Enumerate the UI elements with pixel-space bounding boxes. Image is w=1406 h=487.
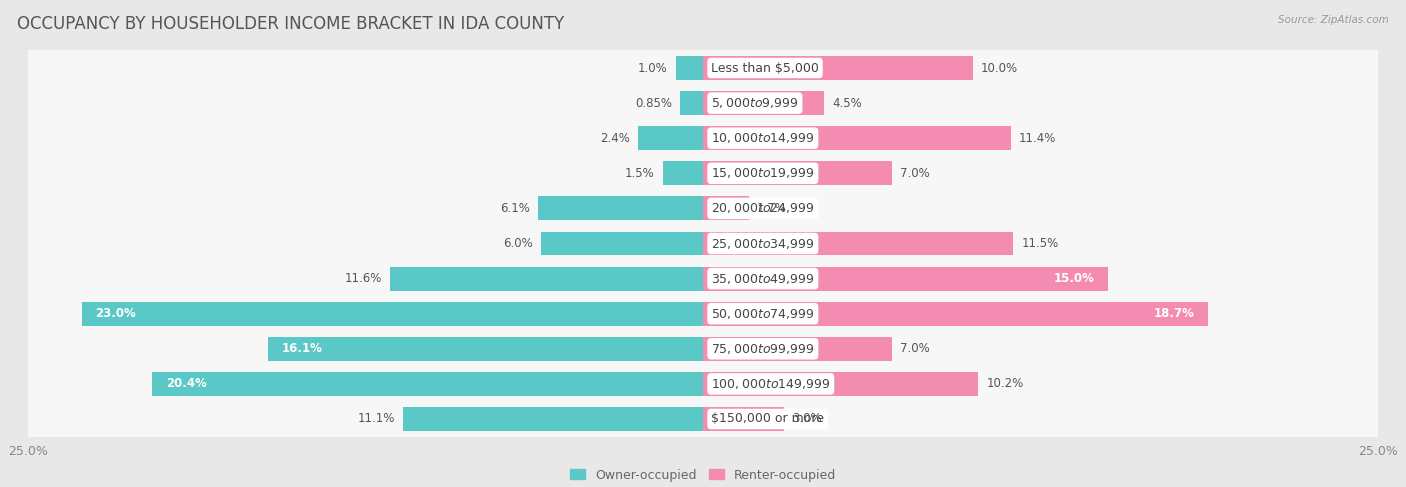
- Bar: [28, 261, 1378, 296]
- Text: $5,000 to $9,999: $5,000 to $9,999: [711, 96, 799, 110]
- Text: $15,000 to $19,999: $15,000 to $19,999: [711, 166, 814, 180]
- Text: 11.5%: 11.5%: [1022, 237, 1059, 250]
- Text: 18.7%: 18.7%: [1153, 307, 1194, 320]
- Bar: [28, 51, 1378, 86]
- Text: 20.4%: 20.4%: [166, 377, 207, 391]
- Bar: [703, 337, 891, 361]
- Text: 3.0%: 3.0%: [792, 412, 821, 426]
- Bar: [703, 372, 979, 396]
- Bar: [404, 407, 703, 431]
- Text: 1.0%: 1.0%: [638, 61, 668, 75]
- Text: 2.4%: 2.4%: [600, 131, 630, 145]
- Text: $25,000 to $34,999: $25,000 to $34,999: [711, 237, 814, 250]
- Bar: [28, 121, 1378, 156]
- Text: 6.1%: 6.1%: [501, 202, 530, 215]
- Bar: [703, 231, 1014, 256]
- Bar: [28, 86, 1378, 121]
- Text: 23.0%: 23.0%: [96, 307, 136, 320]
- Bar: [28, 401, 1378, 436]
- Bar: [703, 302, 1208, 326]
- Text: $10,000 to $14,999: $10,000 to $14,999: [711, 131, 814, 145]
- Bar: [28, 156, 1378, 191]
- Bar: [28, 366, 1378, 401]
- Text: 7.0%: 7.0%: [900, 167, 929, 180]
- Text: 10.2%: 10.2%: [987, 377, 1024, 391]
- Bar: [703, 161, 891, 185]
- Text: 16.1%: 16.1%: [281, 342, 323, 356]
- Bar: [28, 226, 1378, 261]
- Text: 15.0%: 15.0%: [1053, 272, 1094, 285]
- Text: 11.4%: 11.4%: [1019, 131, 1056, 145]
- Bar: [681, 91, 703, 115]
- Bar: [28, 296, 1378, 331]
- Text: $35,000 to $49,999: $35,000 to $49,999: [711, 272, 814, 285]
- Text: $20,000 to $24,999: $20,000 to $24,999: [711, 202, 814, 215]
- Text: 11.6%: 11.6%: [344, 272, 382, 285]
- Text: $100,000 to $149,999: $100,000 to $149,999: [711, 377, 831, 391]
- Text: 11.1%: 11.1%: [359, 412, 395, 426]
- Bar: [703, 126, 1011, 150]
- Legend: Owner-occupied, Renter-occupied: Owner-occupied, Renter-occupied: [565, 464, 841, 487]
- Bar: [538, 196, 703, 220]
- Text: $75,000 to $99,999: $75,000 to $99,999: [711, 342, 814, 356]
- Bar: [28, 191, 1378, 226]
- Bar: [541, 231, 703, 256]
- Text: $50,000 to $74,999: $50,000 to $74,999: [711, 307, 814, 321]
- Text: OCCUPANCY BY HOUSEHOLDER INCOME BRACKET IN IDA COUNTY: OCCUPANCY BY HOUSEHOLDER INCOME BRACKET …: [17, 15, 564, 33]
- Bar: [703, 267, 1108, 291]
- Bar: [152, 372, 703, 396]
- Bar: [82, 302, 703, 326]
- Bar: [703, 91, 824, 115]
- Text: 10.0%: 10.0%: [981, 61, 1018, 75]
- Text: 6.0%: 6.0%: [503, 237, 533, 250]
- Bar: [703, 407, 785, 431]
- Bar: [703, 196, 749, 220]
- Bar: [703, 56, 973, 80]
- Text: 1.7%: 1.7%: [756, 202, 787, 215]
- Bar: [269, 337, 703, 361]
- Bar: [28, 331, 1378, 366]
- Bar: [662, 161, 703, 185]
- Text: 4.5%: 4.5%: [832, 96, 862, 110]
- Text: 0.85%: 0.85%: [636, 96, 672, 110]
- Text: 7.0%: 7.0%: [900, 342, 929, 356]
- Text: Source: ZipAtlas.com: Source: ZipAtlas.com: [1278, 15, 1389, 25]
- Bar: [638, 126, 703, 150]
- Text: Less than $5,000: Less than $5,000: [711, 61, 818, 75]
- Bar: [676, 56, 703, 80]
- Text: $150,000 or more: $150,000 or more: [711, 412, 824, 426]
- Bar: [389, 267, 703, 291]
- Text: 1.5%: 1.5%: [624, 167, 654, 180]
